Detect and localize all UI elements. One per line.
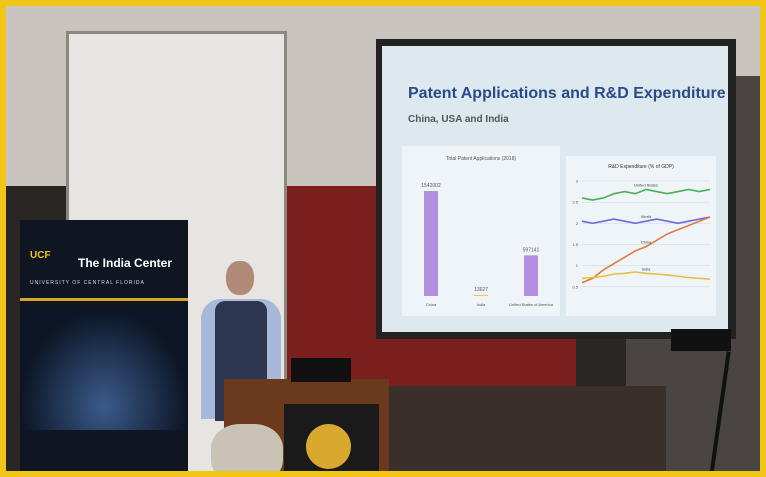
- line-chart-title: R&D Expenditure (% of GDP): [608, 164, 674, 170]
- slide-subtitle: China, USA and India: [408, 114, 509, 125]
- bar-chart-title: Total Patent Applications (2018): [446, 156, 517, 162]
- bar-value-label: 13627: [474, 287, 488, 293]
- photo: UCF The India Center UNIVERSITY OF CENTR…: [0, 0, 766, 477]
- bar: [424, 191, 438, 296]
- x-tick-label: China: [426, 302, 437, 307]
- x-tick-label: United States of America: [509, 302, 554, 307]
- series-label: United States: [634, 182, 658, 187]
- camera: [671, 329, 731, 351]
- counter: [386, 386, 666, 476]
- y-tick-label: 1.5: [572, 242, 578, 247]
- bar: [524, 255, 538, 296]
- earth-image: [20, 310, 188, 430]
- speaker-head: [226, 261, 254, 295]
- bar: [474, 295, 488, 296]
- y-tick-label: 2.5: [572, 200, 578, 205]
- podium-logo-panel: [284, 404, 379, 477]
- series-label: World: [641, 214, 651, 219]
- y-tick-label: 0.5: [572, 284, 578, 289]
- bar-value-label: 597141: [523, 247, 540, 253]
- banner-stripe: [20, 298, 188, 301]
- bar-value-label: 1542002: [421, 183, 441, 189]
- audience-head: [211, 424, 283, 477]
- x-tick-label: India: [477, 302, 486, 307]
- series-label: India: [642, 266, 651, 271]
- banner-subtitle: UNIVERSITY OF CENTRAL FLORIDA: [30, 280, 145, 286]
- banner-title: The India Center: [78, 256, 172, 270]
- banner: UCF The India Center UNIVERSITY OF CENTR…: [20, 220, 188, 477]
- slide: Patent Applications and R&D Expenditure …: [382, 46, 728, 332]
- series-label: China: [641, 240, 652, 245]
- banner-logo: UCF: [30, 250, 51, 261]
- laptop: [291, 358, 351, 382]
- slide-title: Patent Applications and R&D Expenditure: [408, 85, 726, 102]
- line-panel: [566, 156, 716, 316]
- podium-logo: [306, 424, 351, 469]
